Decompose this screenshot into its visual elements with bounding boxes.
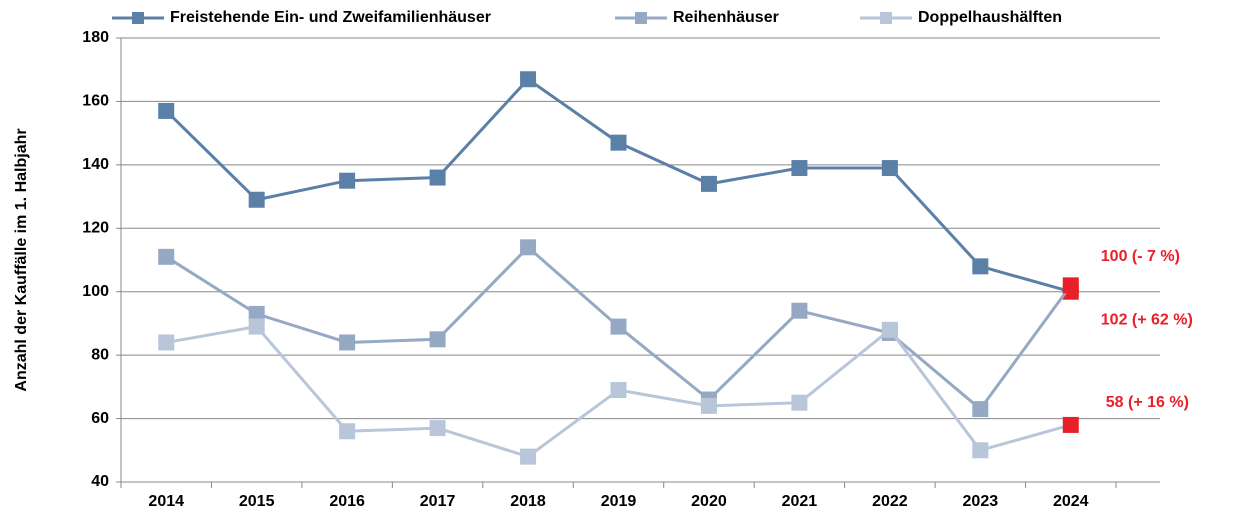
- point-marker: [520, 448, 537, 465]
- point-marker: [610, 134, 627, 151]
- point-marker: [429, 169, 446, 186]
- point-marker: [791, 394, 808, 411]
- legend-label: Reihenhäuser: [673, 9, 779, 26]
- point-marker: [339, 423, 356, 440]
- x-tick-label: 2019: [601, 493, 637, 510]
- legend-label: Doppelhaushälften: [918, 9, 1062, 26]
- annotation: 100 (- 7 %): [1101, 248, 1180, 265]
- annotation: 102 (+ 62 %): [1101, 312, 1193, 329]
- y-tick-label: 80: [91, 346, 109, 363]
- point-marker: [158, 334, 175, 351]
- point-marker: [429, 420, 446, 437]
- x-tick-label: 2018: [510, 493, 546, 510]
- y-tick-label: 100: [82, 283, 109, 300]
- point-marker: [610, 318, 627, 335]
- point-marker: [610, 382, 627, 399]
- y-axis-label: Anzahl der Kauffälle im 1. Halbjahr: [13, 128, 30, 391]
- point-marker: [339, 172, 356, 189]
- legend-marker: [635, 12, 647, 24]
- point-marker: [1062, 416, 1079, 433]
- point-marker: [1062, 277, 1079, 294]
- x-tick-label: 2015: [239, 493, 275, 510]
- point-marker: [972, 442, 989, 459]
- x-tick-label: 2024: [1053, 493, 1089, 510]
- point-marker: [248, 318, 265, 335]
- point-marker: [700, 397, 717, 414]
- point-marker: [791, 160, 808, 177]
- x-tick-label: 2023: [963, 493, 999, 510]
- point-marker: [248, 305, 265, 322]
- legend-marker: [132, 12, 144, 24]
- y-tick-label: 40: [91, 473, 109, 490]
- y-tick-label: 120: [82, 220, 109, 237]
- x-tick-label: 2016: [329, 493, 365, 510]
- y-tick-label: 60: [91, 410, 109, 427]
- point-marker: [158, 102, 175, 119]
- point-marker: [972, 258, 989, 275]
- point-marker: [158, 248, 175, 265]
- y-tick-label: 160: [82, 93, 109, 110]
- y-tick-label: 180: [82, 29, 109, 46]
- point-marker: [972, 401, 989, 418]
- x-tick-label: 2022: [872, 493, 908, 510]
- x-tick-label: 2020: [691, 493, 727, 510]
- annotation: 58 (+ 16 %): [1106, 394, 1189, 411]
- point-marker: [881, 160, 898, 177]
- point-marker: [791, 302, 808, 319]
- y-tick-label: 140: [82, 156, 109, 173]
- x-tick-label: 2021: [782, 493, 818, 510]
- series-line: [165, 77, 1072, 294]
- point-marker: [429, 331, 446, 348]
- x-tick-label: 2014: [148, 493, 184, 510]
- point-marker: [339, 334, 356, 351]
- point-marker: [248, 191, 265, 208]
- x-tick-label: 2017: [420, 493, 456, 510]
- point-marker: [520, 71, 537, 88]
- point-marker: [881, 321, 898, 338]
- point-marker: [520, 239, 537, 256]
- point-marker: [700, 175, 717, 192]
- legend-marker: [880, 12, 892, 24]
- legend-label: Freistehende Ein- und Zweifamilienhäuser: [170, 9, 491, 26]
